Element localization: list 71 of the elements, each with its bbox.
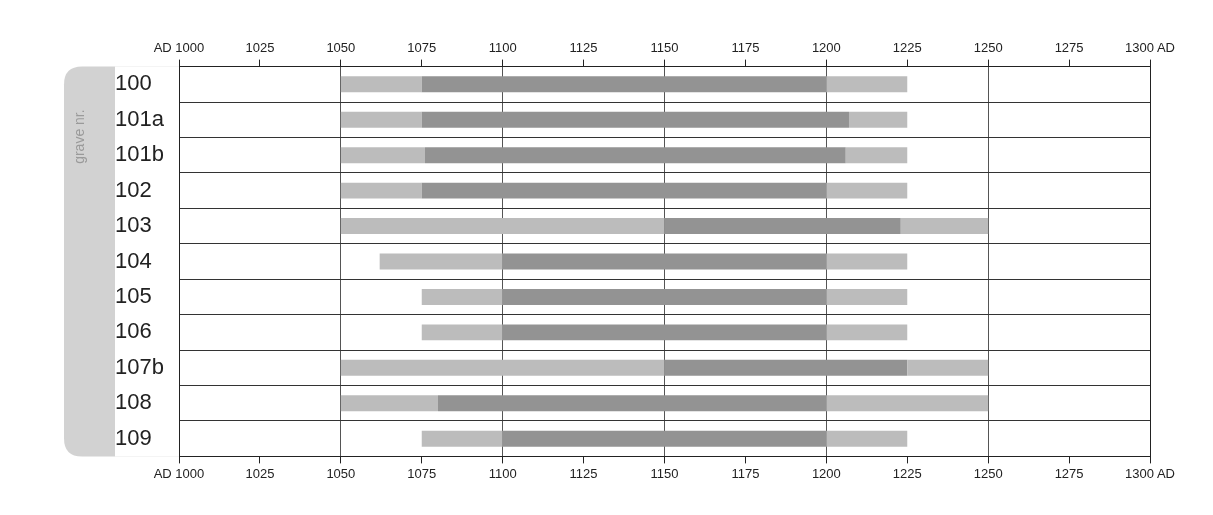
bar <box>826 324 908 341</box>
x-tick-label: 1125 <box>569 40 598 56</box>
x2-tick-label: 1300 AD <box>1125 465 1175 481</box>
x2-tick-label: 1150 <box>650 465 679 481</box>
x-tick-label: 1150 <box>650 40 679 56</box>
y-tick-label: 103 <box>115 212 152 238</box>
bar <box>340 147 425 164</box>
y-tick-label: 102 <box>115 176 152 202</box>
bar <box>340 218 665 235</box>
x-tick-label: 1025 <box>245 40 275 56</box>
bar <box>826 288 908 305</box>
y-tick-label: 104 <box>115 247 152 273</box>
x-tick-label: 1200 <box>811 40 841 56</box>
x2-tick-label: 1250 <box>973 465 1003 481</box>
bar <box>826 395 989 412</box>
bar <box>421 324 503 341</box>
x2-tick-label: 1025 <box>245 465 275 481</box>
x2-tick-label: 1075 <box>407 465 437 481</box>
x-tick-label: 1275 <box>1054 40 1084 56</box>
x2-tick-label: 1200 <box>811 465 841 481</box>
bar <box>826 76 908 93</box>
bar <box>340 395 438 412</box>
bar <box>502 430 827 447</box>
y-tick-label: 107b <box>115 353 164 379</box>
bar <box>421 430 503 447</box>
x-tick-label: 1250 <box>973 40 1003 56</box>
y-tick-label: 101b <box>115 141 164 167</box>
bar <box>900 218 989 235</box>
x-tick-label: 1100 <box>488 40 517 56</box>
bar <box>340 359 665 376</box>
x2-tick-label: AD 1000 <box>153 465 205 481</box>
x-tick-label: 1050 <box>326 40 356 56</box>
x2-tick-label: 1100 <box>488 465 517 481</box>
bar <box>340 76 422 93</box>
bar <box>421 111 849 128</box>
x-tick-label: 1300 AD <box>1125 40 1175 56</box>
y-axis-title: grave nr. <box>70 109 87 164</box>
bar <box>340 182 422 199</box>
x-tick-label: AD 1000 <box>153 40 205 56</box>
bar <box>421 182 827 199</box>
bar <box>826 253 908 270</box>
y-tick-label: 100 <box>115 70 152 96</box>
bar <box>502 288 827 305</box>
bar <box>421 288 503 305</box>
bar <box>826 430 908 447</box>
y-tick-label: 109 <box>115 424 152 450</box>
x-tick-label: 1175 <box>731 40 760 56</box>
bar <box>421 76 827 93</box>
y-tick-label: 105 <box>115 283 152 308</box>
bar <box>907 359 989 376</box>
bar <box>379 253 503 270</box>
x2-tick-label: 1050 <box>326 465 356 481</box>
y-tick-label: 106 <box>115 318 152 344</box>
bar <box>424 147 846 164</box>
bar <box>502 253 827 270</box>
bar <box>664 359 908 376</box>
bar <box>340 111 422 128</box>
bar <box>502 324 827 341</box>
x2-tick-label: 1175 <box>731 465 760 481</box>
bar <box>437 395 827 412</box>
bar <box>664 218 901 235</box>
bar <box>845 147 908 164</box>
bar <box>826 182 908 199</box>
y-tick-label: 108 <box>115 389 152 415</box>
x2-tick-label: 1225 <box>892 465 922 481</box>
x-tick-label: 1225 <box>892 40 922 56</box>
y-tick-label: 101a <box>115 105 165 131</box>
x2-tick-label: 1275 <box>1054 465 1084 481</box>
bar <box>848 111 908 128</box>
x-tick-label: 1075 <box>407 40 437 56</box>
x2-tick-label: 1125 <box>569 465 598 481</box>
